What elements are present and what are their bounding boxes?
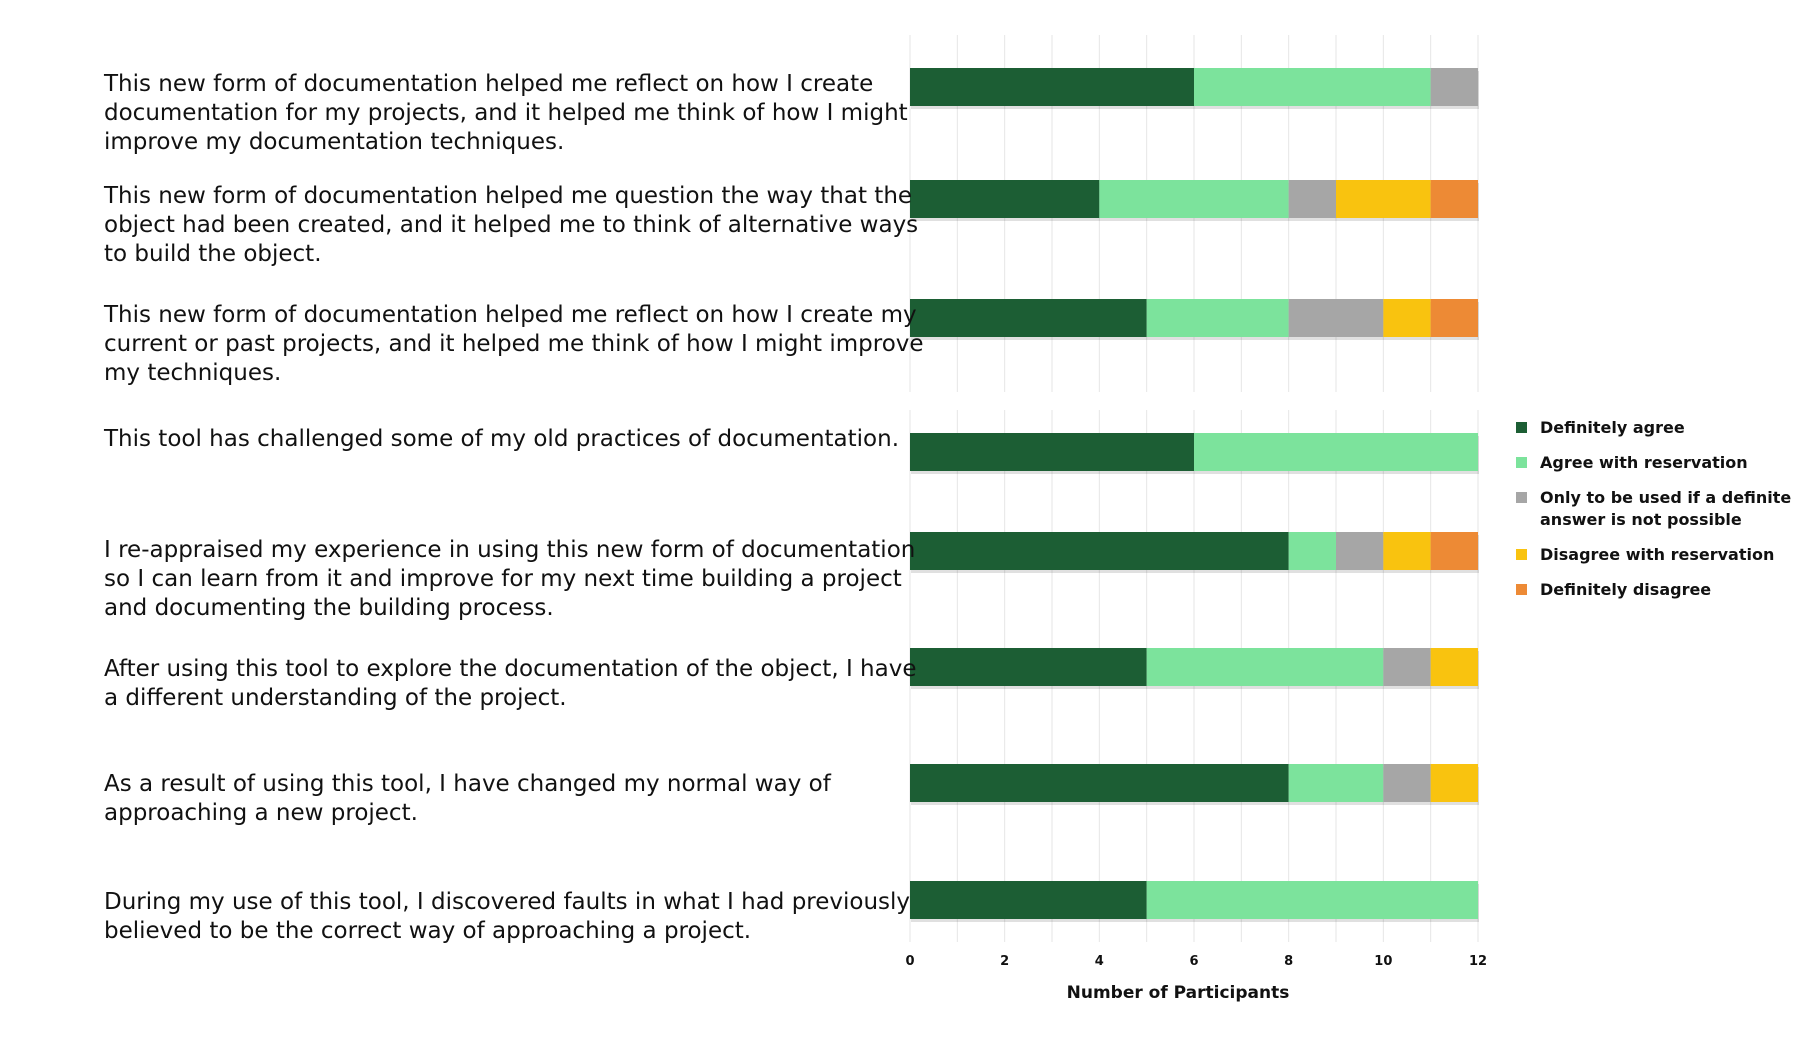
- category-label: and documenting the building process.: [104, 595, 554, 621]
- category-label: believed to be the correct way of approa…: [104, 918, 751, 944]
- bar-segment: [1430, 299, 1478, 337]
- bar-segment: [1383, 532, 1431, 570]
- category-label: so I can learn from it and improve for m…: [104, 566, 902, 592]
- bar-segment: [1383, 648, 1431, 686]
- legend-swatch: [1516, 584, 1527, 595]
- category-label: current or past projects, and it helped …: [104, 331, 924, 357]
- category-label: This new form of documentation helped me…: [103, 183, 912, 209]
- x-tick-label: 6: [1189, 954, 1198, 969]
- category-label: improve my documentation techniques.: [104, 129, 564, 155]
- category-label: I re-appraised my experience in using th…: [104, 537, 915, 563]
- category-label: my techniques.: [104, 360, 281, 386]
- category-label: This tool has challenged some of my old …: [103, 426, 899, 452]
- category-labels: This new form of documentation helped me…: [103, 71, 924, 944]
- bar-segment: [1430, 648, 1478, 686]
- x-tick-label: 10: [1374, 954, 1392, 969]
- legend-label: answer is not possible: [1540, 510, 1742, 529]
- bar-segment: [1336, 532, 1384, 570]
- bar-segment: [910, 648, 1147, 686]
- bar-segment: [1194, 68, 1431, 106]
- category-label: As a result of using this tool, I have c…: [104, 771, 832, 797]
- x-tick-label: 0: [905, 954, 914, 969]
- category-label: a different understanding of the project…: [104, 685, 567, 711]
- category-label: This new form of documentation helped me…: [103, 302, 917, 328]
- bar-segment: [1099, 180, 1289, 218]
- category-label: object had been created, and it helped m…: [104, 212, 918, 238]
- bar-segment: [910, 299, 1147, 337]
- x-tick-label: 4: [1095, 954, 1104, 969]
- legend-label: Definitely agree: [1540, 418, 1685, 437]
- legend-label: Only to be used if a definite: [1540, 488, 1791, 507]
- legend-swatch: [1516, 492, 1527, 503]
- legend-label: Disagree with reservation: [1540, 545, 1774, 564]
- bar-segment: [1146, 299, 1289, 337]
- gridlines: [909, 35, 1479, 942]
- bar-segment: [1383, 299, 1431, 337]
- bar-segment: [910, 180, 1100, 218]
- legend-label: Definitely disagree: [1540, 580, 1711, 599]
- category-label: After using this tool to explore the doc…: [104, 656, 916, 682]
- x-tick-label: 8: [1284, 954, 1293, 969]
- bar-segment: [910, 881, 1147, 919]
- legend-label: Agree with reservation: [1540, 453, 1748, 472]
- bar-segment: [1430, 180, 1478, 218]
- bar-segment: [910, 433, 1194, 471]
- category-label: documentation for my projects, and it he…: [104, 100, 908, 126]
- bar-segment: [1288, 180, 1336, 218]
- bar-segment: [910, 68, 1194, 106]
- legend-swatch: [1516, 422, 1527, 433]
- bar-segment: [1383, 764, 1431, 802]
- bar-segment: [1430, 532, 1478, 570]
- bar-segment: [1430, 764, 1478, 802]
- bar-segment: [1288, 764, 1384, 802]
- bar-segment: [1288, 299, 1384, 337]
- legend-swatch: [1516, 549, 1527, 560]
- bars: [910, 68, 1479, 922]
- bar-segment: [1146, 881, 1478, 919]
- category-label: During my use of this tool, I discovered…: [104, 889, 910, 915]
- bar-segment: [1430, 68, 1478, 106]
- category-label: to build the object.: [104, 241, 322, 267]
- category-label: This new form of documentation helped me…: [103, 71, 873, 97]
- x-tick-label: 2: [1000, 954, 1009, 969]
- bar-segment: [1146, 648, 1384, 686]
- legend: Definitely agree Agree with reservation On…: [1516, 418, 1791, 599]
- x-axis: Number of Participants 0 2 4 6 8 10 12: [905, 954, 1487, 1003]
- legend-swatch: [1516, 457, 1527, 468]
- bar-segment: [1194, 433, 1478, 471]
- bar-segment: [1288, 532, 1336, 570]
- x-axis-title: Number of Participants: [1067, 983, 1290, 1003]
- bar-segment: [910, 532, 1289, 570]
- x-tick-label: 12: [1469, 954, 1487, 969]
- category-label: approaching a new project.: [104, 800, 418, 826]
- bar-segment: [910, 764, 1289, 802]
- bar-segment: [1336, 180, 1431, 218]
